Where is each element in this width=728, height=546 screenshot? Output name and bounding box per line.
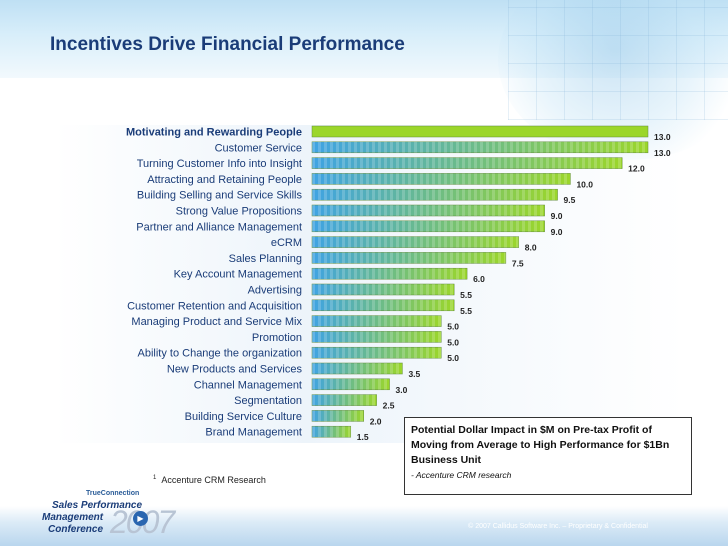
bar-texture xyxy=(312,189,558,201)
footer-band: © 2007 Callidus Software Inc. – Propriet… xyxy=(0,506,728,546)
category-label: Key Account Management xyxy=(174,269,302,281)
category-label: Advertising xyxy=(248,285,302,297)
bar-texture xyxy=(312,378,390,390)
bar-texture xyxy=(312,363,403,374)
info-box: Potential Dollar Impact in $M on Pre-tax… xyxy=(404,417,692,495)
category-label: eCRM xyxy=(271,237,302,249)
grid-decoration xyxy=(508,0,728,120)
value-label: 9.0 xyxy=(551,227,563,237)
category-label: Brand Management xyxy=(205,427,302,439)
bar-texture xyxy=(312,394,377,406)
value-label: 10.0 xyxy=(576,179,593,189)
bar xyxy=(311,125,649,138)
bar-texture xyxy=(312,252,506,264)
conference-logo: TrueConnection Sales Performance Managem… xyxy=(38,490,178,542)
category-label: Building Selling and Service Skills xyxy=(137,190,303,202)
value-label: 2.5 xyxy=(383,401,395,411)
category-label: Channel Management xyxy=(194,379,302,391)
category-label: Customer Service xyxy=(215,142,302,154)
header-banner: Incentives Drive Financial Performance xyxy=(0,0,728,160)
category-label: Promotion xyxy=(252,332,302,344)
footnote-text: Accenture CRM Research xyxy=(161,475,266,485)
bar-texture xyxy=(312,299,455,311)
category-label: Ability to Change the organization xyxy=(138,348,303,360)
value-label: 2.0 xyxy=(370,416,382,426)
value-label: 13.0 xyxy=(654,132,671,142)
bar-texture xyxy=(312,236,519,248)
info-text: Potential Dollar Impact in $M on Pre-tax… xyxy=(411,424,670,466)
value-label: 3.0 xyxy=(396,385,408,395)
bar-texture xyxy=(312,347,442,359)
bar-texture xyxy=(312,205,545,216)
value-label: 6.0 xyxy=(473,274,485,284)
value-label: 5.0 xyxy=(447,322,459,332)
value-label: 5.0 xyxy=(447,337,459,347)
bar-texture xyxy=(312,173,571,185)
bar-texture xyxy=(312,220,545,232)
value-label: 8.0 xyxy=(525,243,537,253)
value-label: 1.5 xyxy=(357,432,369,442)
bar-texture xyxy=(312,410,364,422)
category-label: Segmentation xyxy=(234,395,302,407)
footnote: 1 Accenture CRM Research xyxy=(153,475,266,485)
bar-texture xyxy=(312,157,623,169)
category-label: Motivating and Rewarding People xyxy=(126,127,302,139)
bar-texture xyxy=(312,315,442,327)
category-label: New Products and Services xyxy=(167,364,303,376)
category-label: Partner and Alliance Management xyxy=(136,221,302,233)
category-label: Customer Retention and Acquisition xyxy=(127,300,302,312)
logo-line-1: Sales Performance xyxy=(52,500,143,511)
category-label: Attracting and Retaining People xyxy=(147,174,302,186)
play-icon: ▶ xyxy=(133,511,148,526)
category-label: Sales Planning xyxy=(229,253,302,265)
bar-texture xyxy=(312,141,648,153)
category-label: Strong Value Propositions xyxy=(176,206,303,218)
value-label: 12.0 xyxy=(628,164,645,174)
page-title: Incentives Drive Financial Performance xyxy=(50,34,405,55)
value-label: 3.5 xyxy=(408,369,420,379)
logo-line-2: Management xyxy=(42,512,104,523)
category-label: Building Service Culture xyxy=(185,411,302,423)
value-label: 5.5 xyxy=(460,306,472,316)
logo-brand: TrueConnection xyxy=(86,490,140,497)
category-label: Managing Product and Service Mix xyxy=(131,316,302,328)
logo-line-3: Conference xyxy=(48,524,104,535)
copyright-text: © 2007 Callidus Software Inc. – Propriet… xyxy=(468,523,648,530)
bar-texture xyxy=(312,426,351,438)
value-label: 13.0 xyxy=(654,148,671,158)
info-source: - Accenture CRM research xyxy=(411,470,512,480)
value-label: 5.0 xyxy=(447,353,459,363)
value-label: 5.5 xyxy=(460,290,472,300)
category-label: Turning Customer Info into Insight xyxy=(137,158,302,170)
value-label: 9.5 xyxy=(564,195,576,205)
bar-texture xyxy=(312,268,468,280)
footnote-marker: 1 xyxy=(153,475,157,481)
bar-texture xyxy=(312,284,455,295)
bar-texture xyxy=(312,331,442,343)
value-label: 9.0 xyxy=(551,211,563,221)
value-label: 7.5 xyxy=(512,258,524,268)
